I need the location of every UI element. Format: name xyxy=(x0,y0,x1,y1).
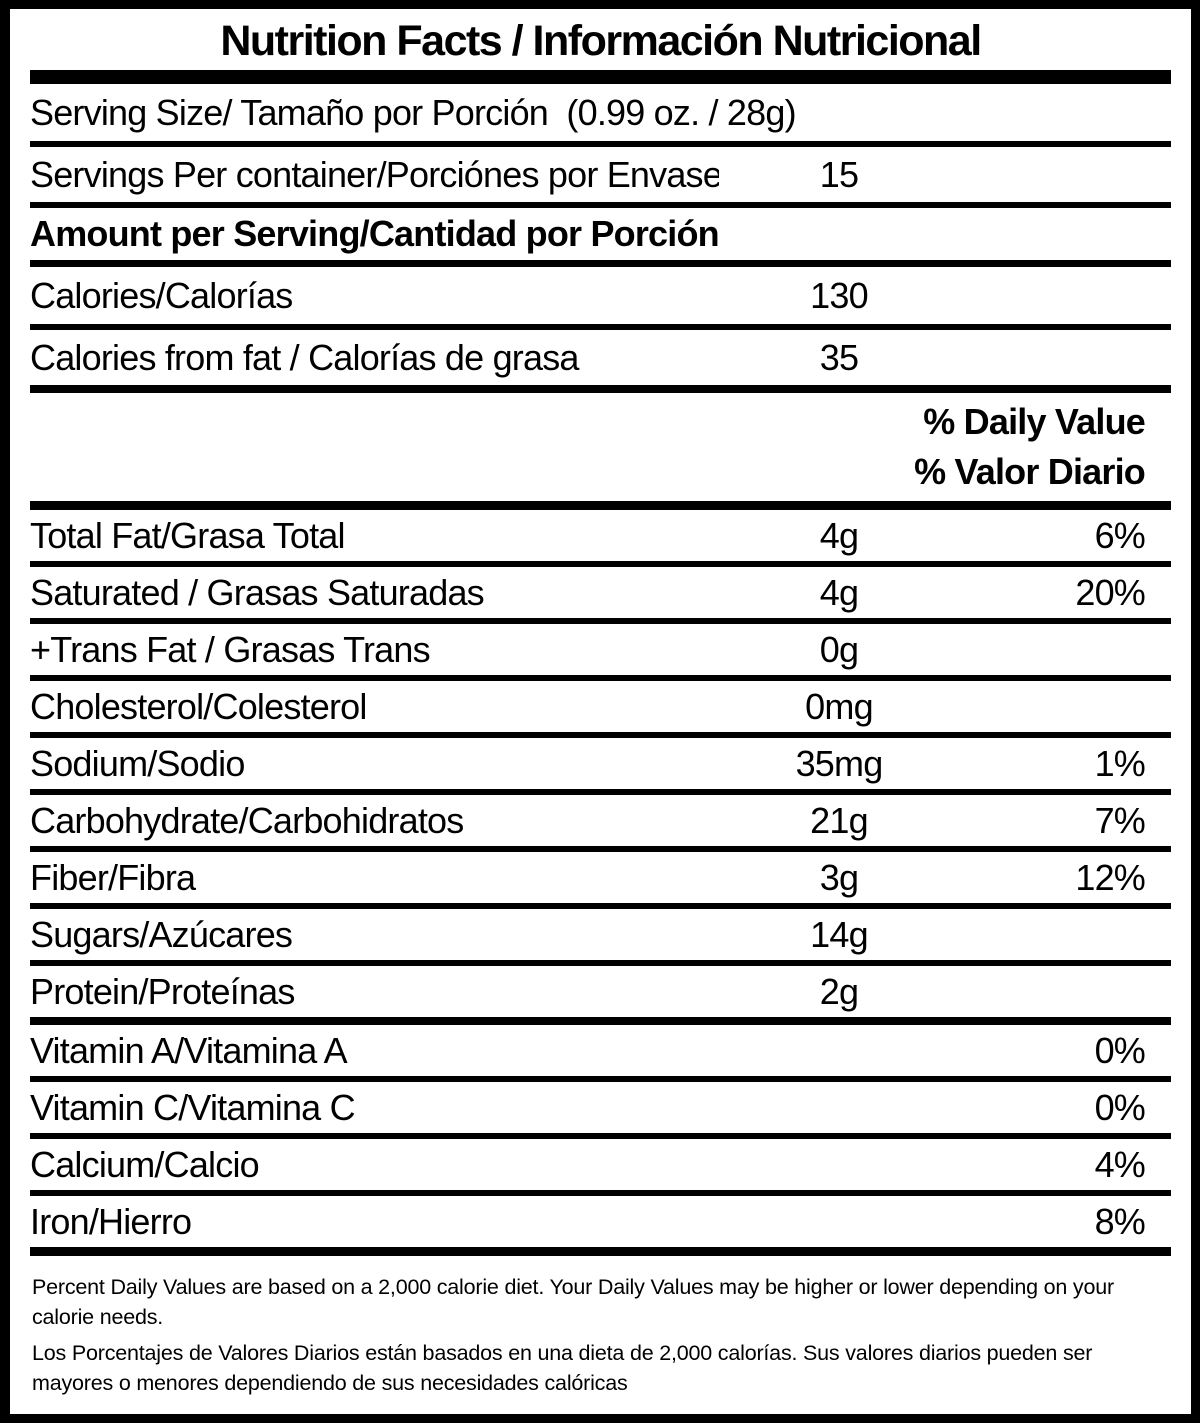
daily-value-header-es: % Valor Diario xyxy=(914,451,1146,492)
title-divider-bar xyxy=(30,70,1171,84)
daily-value-header-en: % Daily Value xyxy=(923,401,1146,442)
nutrient-amount: 14g xyxy=(810,913,868,955)
nutrient-name: Protein/Proteínas xyxy=(30,970,295,1012)
footnotes: Percent Daily Values are based on a 2,00… xyxy=(30,1256,1171,1398)
nutrient-row: Vitamin C/Vitamina C 0% xyxy=(30,1082,1171,1139)
nutrient-name: Sodium/Sodio xyxy=(30,742,245,784)
nutrient-daily-value: 12% xyxy=(1075,856,1145,898)
nutrient-name: Saturated / Grasas Saturadas xyxy=(30,571,485,613)
servings-per-container-row: Servings Per container/Porciónes por Env… xyxy=(30,147,1171,208)
nutrient-row: Calcium/Calcio 4% xyxy=(30,1139,1171,1196)
nutrient-amount: 0g xyxy=(819,628,859,670)
nutrient-name: Total Fat/Grasa Total xyxy=(30,514,346,556)
calories-from-fat-value: 35 xyxy=(819,336,859,378)
amount-per-serving-heading-text: Amount per Serving/Cantidad por Porción xyxy=(30,213,720,254)
nutrient-daily-value: 0% xyxy=(1094,1029,1146,1071)
nutrient-row: Protein/Proteínas 2g xyxy=(30,966,1171,1025)
nutrient-name: Iron/Hierro xyxy=(30,1200,192,1242)
nutrient-name: Cholesterol/Colesterol xyxy=(30,685,367,727)
nutrient-name: +Trans Fat / Grasas Trans xyxy=(30,628,431,670)
nutrient-amount: 3g xyxy=(819,856,859,898)
nutrients-section: Total Fat/Grasa Total 4g 6% Saturated / … xyxy=(30,510,1171,1256)
footnote-spanish: Los Porcentajes de Valores Diarios están… xyxy=(32,1341,1093,1395)
nutrient-amount: 4g xyxy=(819,514,859,556)
nutrient-name: Sugars/Azúcares xyxy=(30,913,293,955)
nutrient-row: Sugars/Azúcares 14g xyxy=(30,909,1171,966)
nutrient-name: Vitamin C/Vitamina C xyxy=(30,1086,356,1128)
amount-per-serving-heading: Amount per Serving/Cantidad por Porción xyxy=(30,208,1171,267)
nutrient-row: Iron/Hierro 8% xyxy=(30,1196,1171,1256)
nutrient-amount: 4g xyxy=(819,571,859,613)
nutrient-row: Sodium/Sodio 35mg 1% xyxy=(30,738,1171,795)
nutrient-name: Vitamin A/Vitamina A xyxy=(30,1029,348,1071)
nutrient-daily-value: 20% xyxy=(1075,571,1145,613)
calories-row: Calories/Calorías 130 xyxy=(30,267,1171,330)
nutrient-row: Total Fat/Grasa Total 4g 6% xyxy=(30,510,1171,567)
nutrient-daily-value: 7% xyxy=(1094,799,1146,841)
nutrient-amount: 0mg xyxy=(805,685,873,727)
serving-size-row: Serving Size/ Tamaño por Porción (0.99 o… xyxy=(30,84,1171,147)
nutrient-row: Cholesterol/Colesterol 0mg xyxy=(30,681,1171,738)
nutrient-name: Calcium/Calcio xyxy=(30,1143,260,1185)
serving-size-label: Serving Size/ Tamaño por Porción (0.99 o… xyxy=(30,91,797,133)
nutrient-name: Carbohydrate/Carbohidratos xyxy=(30,799,464,841)
nutrient-row: Fiber/Fibra 3g 12% xyxy=(30,852,1171,909)
nutrient-name: Fiber/Fibra xyxy=(30,856,196,898)
nutrient-amount: 35mg xyxy=(795,742,884,784)
nutrient-daily-value: 4% xyxy=(1094,1143,1146,1185)
nutrient-row: Carbohydrate/Carbohidratos 21g 7% xyxy=(30,795,1171,852)
servings-per-container-value: 15 xyxy=(819,153,859,195)
calories-value: 130 xyxy=(810,274,868,316)
nutrient-row: Saturated / Grasas Saturadas 4g 20% xyxy=(30,567,1171,624)
nutrient-daily-value: 8% xyxy=(1094,1200,1146,1242)
calories-from-fat-row: Calories from fat / Calorías de grasa 35 xyxy=(30,330,1171,393)
nutrient-amount: 2g xyxy=(819,970,859,1012)
nutrient-daily-value: 0% xyxy=(1094,1086,1146,1128)
nutrient-row: +Trans Fat / Grasas Trans 0g xyxy=(30,624,1171,681)
calories-from-fat-label: Calories from fat / Calorías de grasa xyxy=(30,336,579,378)
label-title: Nutrition Facts / Información Nutriciona… xyxy=(220,17,982,65)
servings-per-container-label: Servings Per container/Porciónes por Env… xyxy=(30,153,719,195)
nutrient-daily-value: 1% xyxy=(1094,742,1146,784)
nutrient-row: Vitamin A/Vitamina A 0% xyxy=(30,1025,1171,1082)
nutrient-daily-value: 6% xyxy=(1094,514,1146,556)
nutrient-amount: 21g xyxy=(810,799,868,841)
daily-value-header: % Daily Value % Valor Diario xyxy=(30,393,1171,510)
footnote-english: Percent Daily Values are based on a 2,00… xyxy=(32,1275,1114,1329)
calories-label: Calories/Calorías xyxy=(30,274,293,316)
